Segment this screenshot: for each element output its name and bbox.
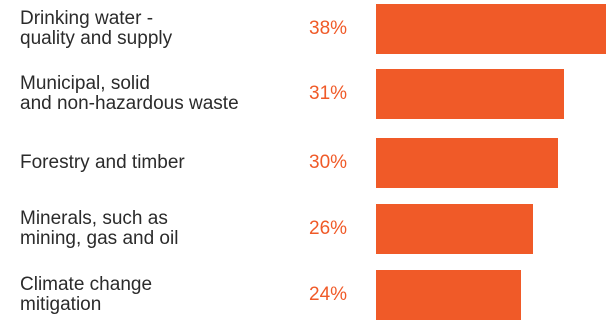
value-label: 30% [309, 153, 347, 173]
value-label: 31% [309, 84, 347, 104]
bar-row: Municipal, solid and non-hazardous waste… [0, 69, 606, 119]
bar [376, 69, 564, 119]
category-label: Drinking water - quality and supply [20, 9, 172, 49]
category-label: Minerals, such as mining, gas and oil [20, 209, 178, 249]
category-label: Climate change mitigation [20, 275, 152, 315]
bar-row: Forestry and timber 30% [0, 138, 606, 188]
value-label: 26% [309, 219, 347, 239]
category-label: Municipal, solid and non-hazardous waste [20, 74, 239, 114]
bar-row: Drinking water - quality and supply 38% [0, 4, 606, 54]
value-label: 38% [309, 19, 347, 39]
bar [376, 4, 606, 54]
bar-row: Minerals, such as mining, gas and oil 26% [0, 204, 606, 254]
bar [376, 138, 558, 188]
bar [376, 204, 533, 254]
bar-row: Climate change mitigation 24% [0, 270, 606, 320]
value-label: 24% [309, 285, 347, 305]
category-label: Forestry and timber [20, 153, 185, 173]
bar [376, 270, 521, 320]
